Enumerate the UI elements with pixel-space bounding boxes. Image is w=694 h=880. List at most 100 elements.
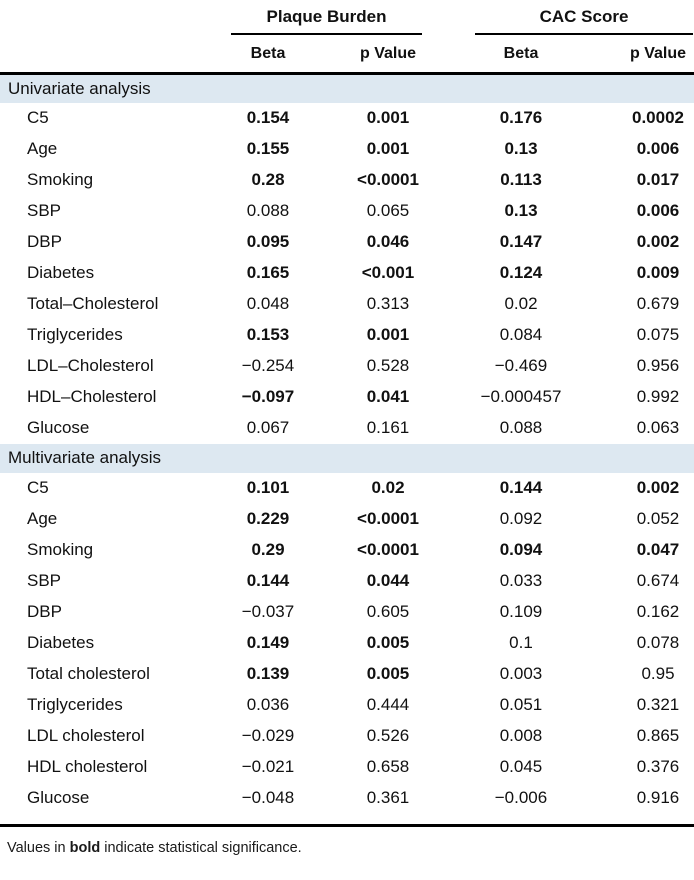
table-row: Diabetes 0.149 0.005 0.1 0.078 [0,628,694,659]
cell-value: 0.176 [499,108,543,127]
cell-value: 0.017 [636,170,680,189]
cell-value: 0.29 [251,540,285,559]
cell-value: 0.95 [641,664,675,683]
cell-value: 0.046 [366,232,410,251]
cell-value: 0.0002 [632,108,684,127]
cell-value: 0.005 [366,633,410,652]
table-row: Age 0.229 <0.0001 0.092 0.052 [0,504,694,535]
row-label: Smoking [27,540,94,559]
cell-value: 0.006 [636,201,680,220]
cell-value: −0.037 [241,602,295,621]
row-label: DBP [27,602,62,621]
cell-value: 0.041 [366,387,410,406]
table-row: C5 0.154 0.001 0.176 0.0002 [0,103,694,134]
cell-value: 0.147 [499,232,543,251]
table-row: Triglycerides 0.153 0.001 0.084 0.075 [0,320,694,351]
cell-value: 0.865 [636,726,680,745]
cell-value: <0.0001 [357,540,419,559]
cell-value: −0.254 [241,356,295,375]
row-label: Diabetes [27,263,95,282]
table-row: DBP 0.095 0.046 0.147 0.002 [0,227,694,258]
row-label: LDL–Cholesterol [27,356,154,375]
cell-value: 0.161 [366,418,410,437]
cell-value: 0.658 [366,757,410,776]
cell-value: 0.047 [636,540,680,559]
cell-value: 0.052 [636,509,680,528]
cell-value: 0.1 [509,633,533,652]
cell-value: 0.361 [366,788,410,807]
row-label: Triglycerides [27,695,123,714]
cell-value: 0.113 [500,170,542,189]
cell-value: 0.045 [499,757,543,776]
cell-value: 0.144 [499,478,543,497]
cell-value: 0.067 [246,418,290,437]
row-label: LDL cholesterol [27,726,145,745]
cell-value: 0.001 [366,325,410,344]
table-row: LDL–Cholesterol −0.254 0.528 −0.469 0.956 [0,351,694,382]
cell-value: 0.376 [636,757,680,776]
cell-value: 0.124 [499,263,543,282]
footnote-prefix: Values in [7,839,70,856]
subheader-empty-cell [0,35,212,75]
cell-value: 0.005 [366,664,410,683]
cell-value: 0.02 [371,478,405,497]
section-header-row: Multivariate analysis [0,443,694,473]
cell-value: 0.075 [636,325,680,344]
table-body: Univariate analysis C5 0.154 0.001 0.176 0.00… [0,73,694,814]
cell-value: −0.000457 [480,387,562,406]
cell-value: 0.13 [504,201,538,220]
cell-value: 0.139 [246,664,290,683]
footnote-bold-word: bold [69,839,101,856]
cell-value: 0.063 [636,418,680,437]
cell-value: <0.001 [361,263,415,282]
row-label: DBP [27,232,62,251]
cell-value: 0.162 [636,602,680,621]
table-row: Triglycerides 0.036 0.444 0.051 0.321 [0,690,694,721]
cell-value: 0.078 [636,633,680,652]
table-row: LDL cholesterol −0.029 0.526 0.008 0.865 [0,721,694,752]
bottom-rule [0,823,694,827]
section-title: Univariate analysis [0,73,694,103]
cell-value: 0.605 [366,602,410,621]
cell-value: 0.956 [636,356,680,375]
cell-value: 0.008 [499,726,543,745]
column-header-pvalue-cac: p Value [622,35,694,75]
cell-value: 0.28 [251,170,285,189]
table-row: HDL cholesterol −0.021 0.658 0.045 0.376 [0,752,694,783]
group-label-plaque-burden: Plaque Burden [266,7,387,26]
row-label: SBP [27,201,62,220]
cell-value: <0.0001 [357,509,419,528]
table-row: Total–Cholesterol 0.048 0.313 0.02 0.679 [0,289,694,320]
group-header-row: Plaque Burden CAC Score [0,0,694,35]
table-row: SBP 0.144 0.044 0.033 0.674 [0,566,694,597]
cell-value: 0.154 [246,108,290,127]
cell-value: 0.094 [499,540,543,559]
table-row: Age 0.155 0.001 0.13 0.006 [0,134,694,165]
cell-value: 0.13 [504,139,538,158]
cell-value: 0.149 [246,633,290,652]
corner-empty-cell [0,0,212,35]
row-label: C5 [27,108,49,127]
row-label: Age [27,509,58,528]
table-row: Smoking 0.29 <0.0001 0.094 0.047 [0,535,694,566]
row-label: Smoking [27,170,94,189]
row-label: C5 [27,478,49,497]
cell-value: 0.526 [366,726,410,745]
table-row: DBP −0.037 0.605 0.109 0.162 [0,597,694,628]
row-label: HDL cholesterol [27,757,148,776]
cell-value: 0.033 [499,571,543,590]
row-label: Glucose [27,418,90,437]
cell-value: 0.051 [499,695,543,714]
group-header-cac-score: CAC Score [452,0,694,35]
row-label: Total–Cholesterol [27,294,159,313]
cell-value: 0.001 [366,108,410,127]
cell-value: 0.153 [246,325,290,344]
group-label-cac-score: CAC Score [539,7,629,26]
cell-value: 0.002 [636,478,680,497]
cell-value: 0.101 [246,478,290,497]
table-row: C5 0.101 0.02 0.144 0.002 [0,473,694,504]
column-header-pvalue-plaque: p Value [324,35,452,75]
cell-value: 0.088 [499,418,543,437]
section-title: Multivariate analysis [0,443,694,473]
cell-value: 0.084 [499,325,543,344]
